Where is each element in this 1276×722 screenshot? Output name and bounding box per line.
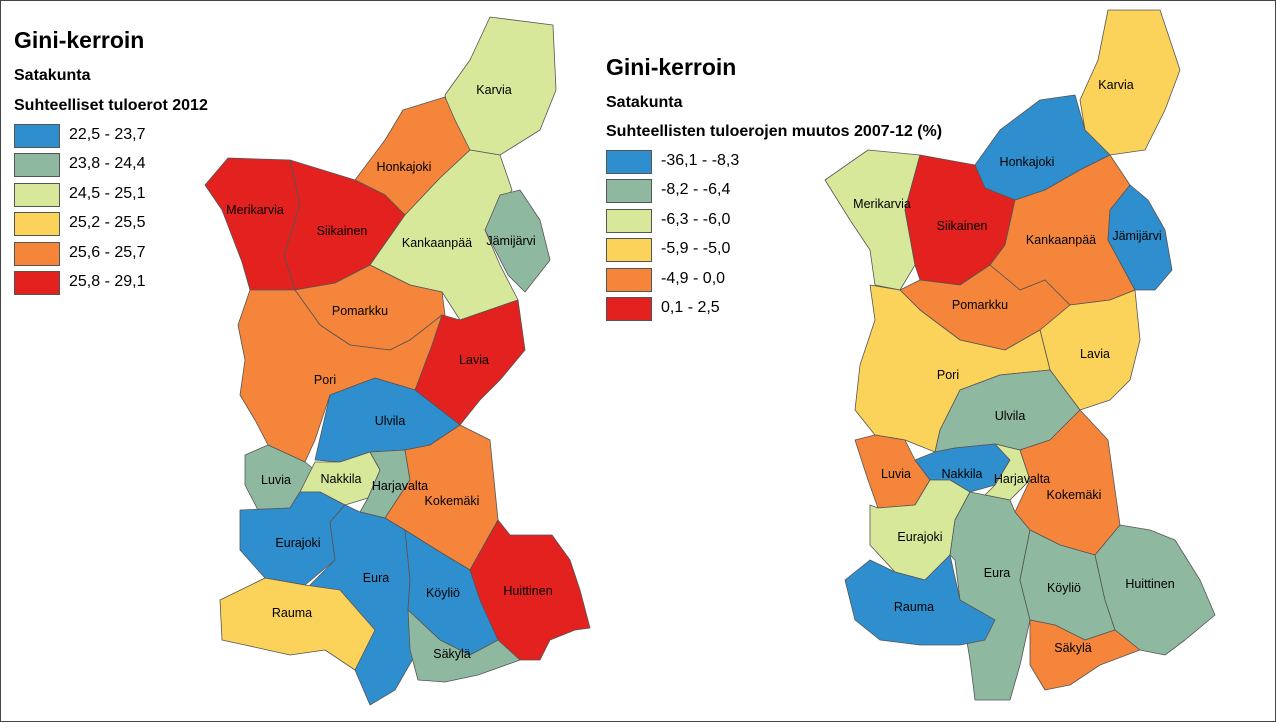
label-eura: Eura	[363, 571, 389, 585]
label-nakkila: Nakkila	[321, 472, 362, 486]
left-map-region: Satakunta	[14, 67, 91, 84]
label-honkajoki: Honkajoki	[377, 160, 432, 174]
label-eurajoki: Eurajoki	[897, 530, 942, 544]
label-koylio: Köyliö	[426, 586, 460, 600]
label-harjavalta: Harjavalta	[372, 479, 428, 493]
label-harjavalta: Harjavalta	[994, 472, 1050, 486]
municipality-eura[interactable]	[949, 491, 1031, 701]
label-eura: Eura	[984, 566, 1010, 580]
label-kokemaki: Kokemäki	[1047, 488, 1102, 502]
right-map-subtitle: Suhteellisten tuloerojen muutos 2007-12 …	[606, 123, 943, 140]
label-pori: Pori	[314, 373, 336, 387]
legend-swatch	[606, 150, 652, 174]
label-honkajoki: Honkajoki	[1000, 155, 1055, 169]
legend-swatch	[14, 212, 60, 237]
label-kokemaki: Kokemäki	[425, 494, 480, 508]
legend-label: -5,9 - -5,0	[661, 240, 731, 258]
municipality-eura[interactable]	[309, 504, 419, 706]
label-rauma: Rauma	[272, 606, 312, 620]
right-map-region: Satakunta	[606, 94, 683, 111]
municipality-rauma[interactable]	[219, 577, 376, 671]
municipality-jamijarvi[interactable]	[1107, 184, 1173, 291]
label-rauma: Rauma	[894, 600, 934, 614]
left-map-title: Gini-kerroin	[14, 27, 145, 53]
legend-label: 22,5 - 23,7	[69, 126, 146, 143]
legend-label: -36,1 - -8,3	[661, 152, 740, 169]
legend-swatch	[14, 270, 60, 295]
legend-label: 25,8 - 29,1	[69, 272, 146, 290]
label-siikainen: Siikainen	[317, 224, 368, 238]
label-koylio: Köyliö	[1047, 581, 1081, 595]
legend-swatch	[606, 179, 652, 204]
legend-label: 25,6 - 25,7	[69, 243, 146, 261]
legend-swatch	[606, 208, 652, 233]
municipality-sakyla[interactable]	[1029, 619, 1141, 691]
label-jamijarvi: Jämijärvi	[486, 234, 535, 248]
label-nakkila: Nakkila	[942, 467, 983, 481]
legend-swatch	[606, 296, 652, 321]
label-lavia: Lavia	[459, 353, 489, 367]
label-ulvila: Ulvila	[375, 414, 406, 428]
label-sakyla: Säkylä	[1054, 641, 1092, 655]
label-jamijarvi: Jämijärvi	[1112, 229, 1161, 243]
legend-swatch	[606, 238, 652, 263]
legend-swatch	[14, 241, 60, 266]
label-luvia: Luvia	[881, 467, 911, 481]
label-lavia: Lavia	[1080, 347, 1110, 361]
right-map-title: Gini-kerroin	[606, 54, 737, 80]
label-karvia: Karvia	[1098, 78, 1133, 92]
municipality-huittinen[interactable]	[1094, 524, 1216, 656]
label-ulvila: Ulvila	[995, 409, 1026, 423]
left-map-subtitle: Suhteelliset tuloerot 2012	[14, 97, 208, 114]
municipality-sakyla[interactable]	[407, 609, 521, 683]
legend-swatch	[14, 124, 60, 148]
legend-label: 23,8 - 24,4	[69, 155, 146, 173]
label-sakyla: Säkylä	[433, 647, 471, 661]
label-merikarvia: Merikarvia	[226, 203, 284, 217]
legend-swatch	[606, 267, 652, 292]
label-karvia: Karvia	[476, 83, 511, 97]
label-eurajoki: Eurajoki	[275, 536, 320, 550]
label-pomarkku: Pomarkku	[332, 304, 388, 318]
label-huittinen: Huittinen	[1125, 577, 1174, 591]
municipality-merikarvia[interactable]	[824, 149, 921, 291]
label-kankaanpaa: Kankaanpää	[402, 236, 472, 250]
municipality-rauma[interactable]	[844, 554, 996, 646]
legend-swatch	[14, 182, 60, 207]
legend-label: 25,2 - 25,5	[69, 214, 146, 232]
label-huittinen: Huittinen	[503, 584, 552, 598]
label-merikarvia: Merikarvia	[853, 197, 911, 211]
municipality-karvia[interactable]	[1079, 9, 1181, 156]
municipality-jamijarvi[interactable]	[484, 189, 551, 293]
legend-swatch	[14, 153, 60, 178]
label-pomarkku: Pomarkku	[952, 298, 1008, 312]
legend-label: -4,9 - 0,0	[661, 269, 726, 287]
legend-label: -6,3 - -6,0	[661, 210, 731, 228]
legend-label: -8,2 - -6,4	[661, 181, 731, 199]
label-kankaanpaa: Kankaanpää	[1026, 233, 1096, 247]
label-pori: Pori	[937, 368, 959, 382]
legend-label: 0,1 - 2,5	[661, 298, 720, 316]
legend-label: 24,5 - 25,1	[69, 184, 146, 202]
label-luvia: Luvia	[261, 473, 291, 487]
label-siikainen: Siikainen	[937, 219, 988, 233]
